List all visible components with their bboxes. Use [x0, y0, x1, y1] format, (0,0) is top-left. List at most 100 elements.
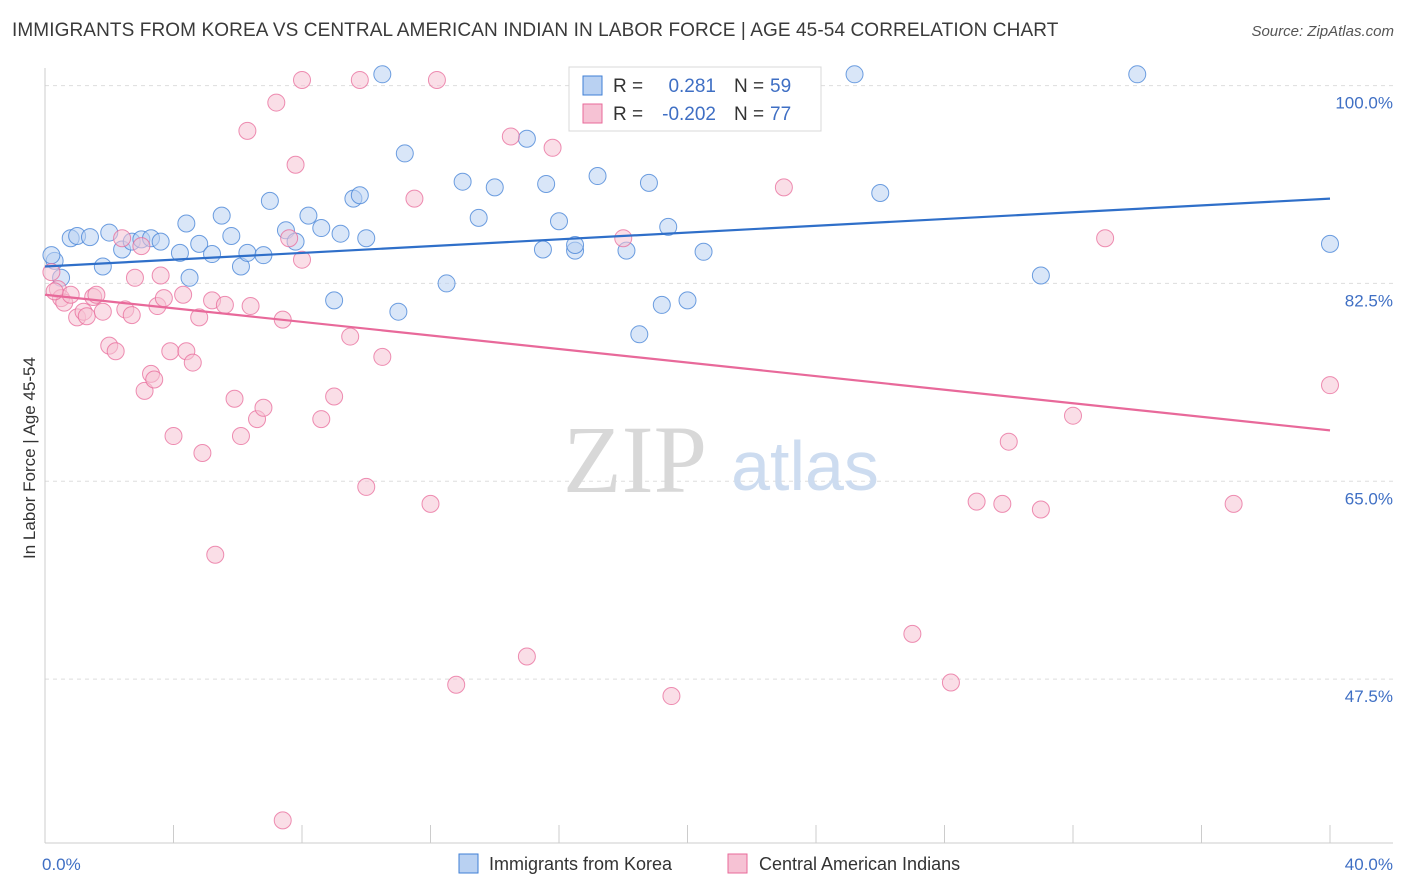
korea-point-4 [80, 228, 99, 247]
cai-point-20 [145, 370, 164, 389]
korea-point-40 [533, 240, 552, 259]
stats-box: R = 0.281 N = 59 R = -0.202 N = 77 [568, 66, 822, 132]
korea-point-49 [652, 295, 671, 314]
stats-n-value-blue: 59 [770, 76, 791, 97]
y-tick-labels: 47.5% 65.0% 82.5% 100.0% [1335, 94, 1393, 706]
korea-point-22 [260, 191, 279, 210]
cai-point-45 [312, 410, 331, 429]
cai-point-17 [132, 237, 151, 256]
korea-point-45 [588, 167, 607, 186]
cai-point-40 [267, 93, 286, 112]
stats-r-label-blue: R = [613, 76, 643, 97]
cai-point-30 [193, 444, 212, 462]
korea-point-42 [550, 212, 568, 231]
cai-point-24 [161, 342, 180, 361]
korea-point-34 [395, 144, 414, 163]
korea-point-52 [694, 242, 713, 261]
stats-swatch-blue [582, 75, 603, 96]
korea-point-47 [630, 325, 649, 344]
cai-point-12 [106, 342, 125, 361]
korea-point-14 [180, 268, 199, 287]
korea-point-32 [373, 65, 392, 84]
cai-point-32 [206, 545, 225, 564]
korea-point-31 [357, 229, 376, 248]
korea-point-33 [389, 302, 408, 321]
korea-point-57 [1321, 234, 1339, 253]
cai-point-43 [286, 155, 305, 174]
korea-point-37 [469, 208, 488, 227]
cai-point-29 [190, 308, 209, 327]
korea-point-15 [190, 234, 209, 253]
cai-point-15 [122, 306, 141, 325]
trend-lines [44, 197, 1331, 432]
cai-point-35 [231, 427, 250, 446]
cai-point-33 [215, 295, 234, 314]
cai-point-39 [254, 398, 273, 417]
korea-point-35 [437, 274, 456, 293]
korea-point-41 [537, 174, 556, 193]
cai-point-42 [280, 229, 299, 248]
cai-point-63 [941, 673, 960, 692]
cai-point-68 [1064, 406, 1082, 425]
legend-swatch-korea [458, 853, 479, 874]
cai-point-53 [501, 127, 520, 146]
korea-trend-line [44, 197, 1331, 268]
cai-point-37 [241, 297, 260, 316]
cai-point-46 [325, 387, 344, 406]
cai-point-69 [1096, 229, 1115, 248]
korea-point-20 [238, 243, 257, 262]
korea-point-54 [871, 184, 890, 202]
cai-point-25 [164, 427, 183, 446]
korea-point-50 [659, 217, 678, 236]
cai-point-48 [357, 477, 376, 496]
cai-point-36 [238, 121, 257, 140]
legend-label-korea: Immigrants from Korea [489, 854, 673, 874]
korea-point-28 [331, 224, 350, 243]
cai-point-72 [273, 811, 292, 830]
korea-point-18 [222, 226, 241, 245]
cai-point-22 [151, 266, 170, 285]
source-credit: Source: ZipAtlas.com [1251, 23, 1394, 40]
cai-point-16 [125, 268, 144, 287]
cai-point-55 [543, 138, 562, 157]
legend-label-central-american-indians: Central American Indians [759, 854, 960, 874]
cai-point-49 [373, 347, 392, 366]
cai-point-10 [93, 302, 112, 321]
cai-point-13 [113, 229, 132, 248]
stats-r-value-blue: 0.281 [668, 76, 716, 97]
cai-point-73 [293, 70, 311, 89]
cai-point-50 [405, 189, 424, 208]
grid-lines [45, 85, 1393, 680]
y-tick-label-0: 47.5% [1345, 687, 1393, 706]
chart-title: IMMIGRANTS FROM KOREA VS CENTRAL AMERICA… [12, 20, 1059, 41]
stats-n-label-blue: N = [734, 76, 764, 97]
stats-box-frame [568, 66, 822, 132]
korea-point-53 [845, 65, 864, 84]
korea-point-13 [177, 214, 196, 233]
x-tick-label-1: 40.0% [1345, 855, 1393, 874]
korea-point-48 [639, 173, 658, 192]
watermark: ZIP atlas [563, 406, 879, 513]
stats-r-value-pink: -0.202 [662, 104, 716, 125]
korea-point-17 [212, 206, 231, 225]
legend-swatch-central-american-indians [727, 853, 748, 874]
stats-r-label-pink: R = [613, 104, 643, 125]
watermark-atlas: atlas [731, 427, 879, 505]
y-tick-label-2: 82.5% [1345, 291, 1393, 310]
legend: Immigrants from Korea Central American I… [458, 853, 960, 874]
cai-point-51 [421, 494, 440, 513]
cai-point-74 [350, 70, 369, 89]
korea-point-38 [485, 178, 504, 197]
cai-point-64 [967, 492, 986, 511]
korea-point-39 [517, 129, 536, 148]
korea-point-5 [93, 257, 112, 276]
x-tick-labels: 0.0% 40.0% [42, 855, 1393, 874]
korea-point-12 [170, 243, 189, 262]
cai-point-4 [61, 285, 80, 304]
y-tick-label-1: 65.0% [1345, 489, 1393, 508]
cai-point-7 [77, 307, 96, 326]
cai-point-52 [447, 675, 466, 694]
korea-point-11 [151, 232, 170, 251]
cai-point-44 [293, 250, 311, 269]
